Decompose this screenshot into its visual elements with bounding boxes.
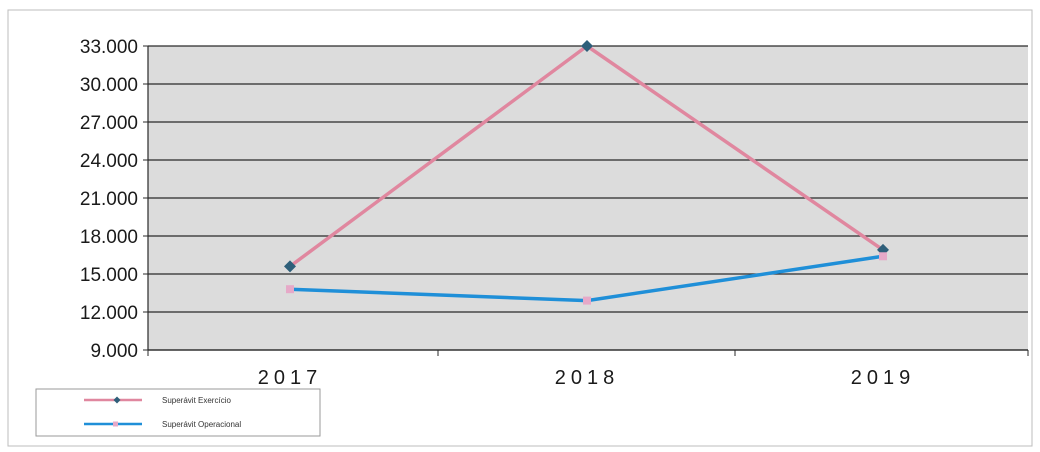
legend-swatch-marker-2 <box>113 421 118 427</box>
series-2-point-2018 <box>583 296 591 305</box>
legend-swatch-marker-1 <box>113 396 121 404</box>
y-tick-label: 12.000 <box>80 303 138 324</box>
x-tick-label-2019: 2019 <box>851 367 916 389</box>
axes <box>143 45 1029 356</box>
y-tick-label: 9.000 <box>90 341 138 362</box>
y-tick-label: 15.000 <box>80 265 138 286</box>
y-tick-label: 27.000 <box>80 113 138 134</box>
x-tick-label-2018: 2018 <box>555 367 620 389</box>
series-2-point-2019 <box>879 252 887 261</box>
y-tick-label: 30.000 <box>80 75 138 96</box>
series-2 <box>286 252 887 305</box>
series-1-point-2017 <box>284 260 296 273</box>
y-tick-label: 18.000 <box>80 227 138 248</box>
y-tick-label: 24.000 <box>80 151 138 172</box>
series-layer <box>284 40 889 305</box>
legend: Superávit Exercício Superávit Operacional <box>35 388 321 437</box>
x-tick-label-2017: 2017 <box>258 367 323 389</box>
y-tick-label: 21.000 <box>80 189 138 210</box>
x-axis-tick-labels: 2017 2018 2019 <box>258 367 916 389</box>
legend-label-2: Superávit Operacional <box>162 420 241 429</box>
legend-box <box>35 388 321 437</box>
legend-label-1: Superávit Exercício <box>162 396 231 405</box>
series-2-point-2017 <box>286 285 294 294</box>
y-axis-tick-labels: 9.000 12.000 15.000 18.000 21.000 24.000 27.00… <box>80 37 138 362</box>
y-tick-label: 33.000 <box>80 37 138 58</box>
series-1-point-2018 <box>581 40 593 52</box>
gridlines <box>148 45 1028 351</box>
series-1 <box>284 40 889 273</box>
